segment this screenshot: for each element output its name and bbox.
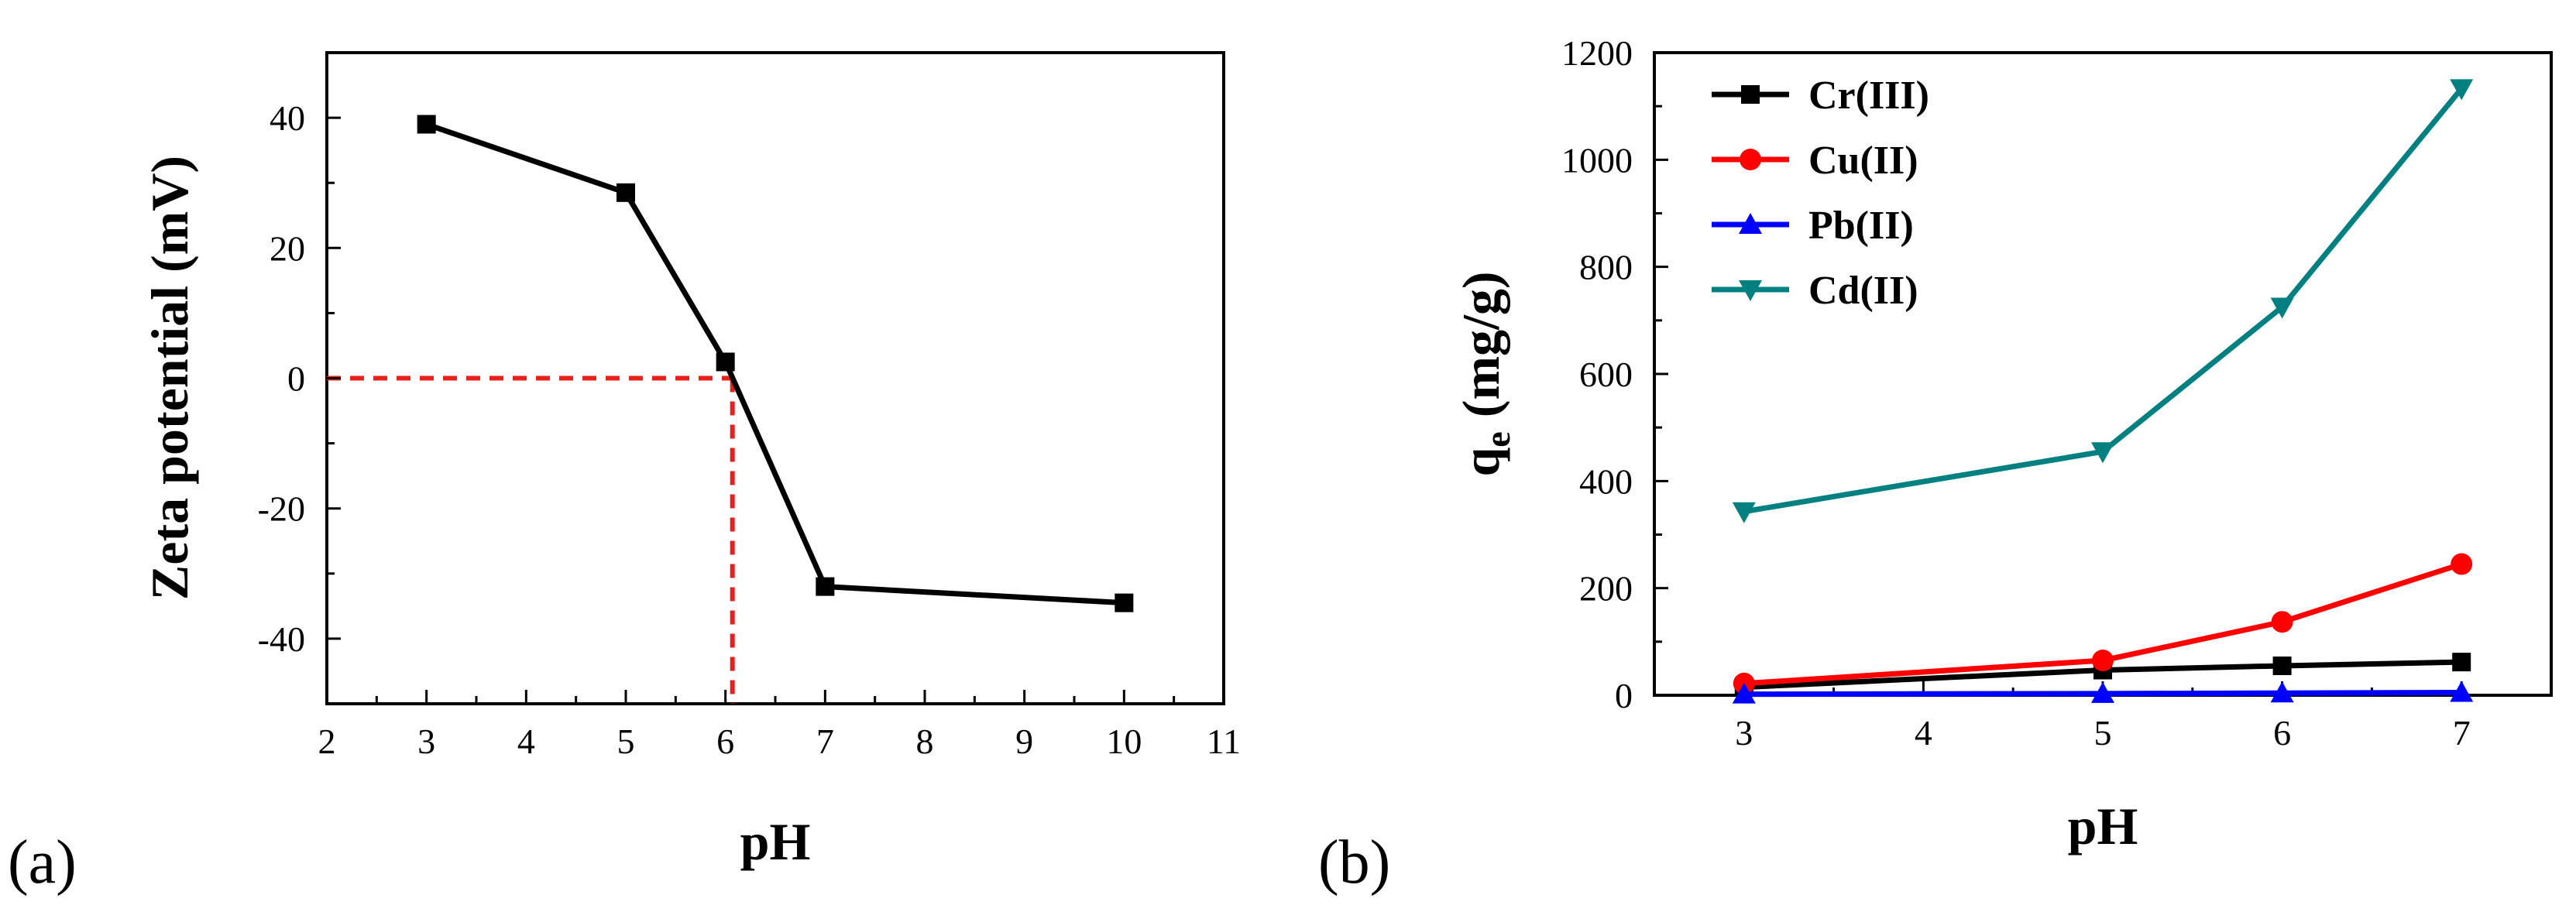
x-tick-label: 4 xyxy=(1915,713,1932,753)
x-tick-label: 7 xyxy=(816,722,834,761)
y-tick-label: 40 xyxy=(270,98,305,138)
x-tick-label: 10 xyxy=(1106,722,1142,761)
x-tick-label: 6 xyxy=(2273,713,2291,753)
panel-a-y-axis-title: Zeta potential (mV) xyxy=(140,156,199,600)
x-tick-label: 9 xyxy=(1015,722,1033,761)
x-tick-label: 8 xyxy=(916,722,934,761)
cd-ii-point xyxy=(2270,297,2294,319)
zeta-potential-point xyxy=(716,352,735,372)
pb-ii-point xyxy=(2091,681,2114,703)
zeta-potential-point xyxy=(617,183,635,202)
panel-b-legend: Cr(III) Cu(II) Pb(II) Cd(II) xyxy=(1712,74,1929,313)
legend-cd-ii-marker xyxy=(1739,280,1762,301)
panel-a-zeta-chart: 2 3 4 5 6 7 8 9 10 11 -40 -20 0 20 40 pH Zeta potenti… xyxy=(8,51,1241,897)
cr-iii-point xyxy=(2272,656,2292,675)
x-tick-label: 3 xyxy=(1735,713,1753,753)
y-tick-label: 0 xyxy=(287,359,305,399)
pb-ii-point xyxy=(2270,681,2294,703)
panel-b-label: (b) xyxy=(1318,828,1390,897)
legend-cu-ii-marker xyxy=(1740,149,1761,170)
y-tick-label: -40 xyxy=(258,619,305,659)
panel-b-series xyxy=(1732,79,2474,704)
panel-a-y-ticks: -40 -20 0 20 40 xyxy=(258,51,341,705)
panel-a-plot-frame xyxy=(325,51,1225,705)
panel-b-y-axis-subscript: e xyxy=(1478,431,1517,447)
x-tick-label: 6 xyxy=(716,722,734,761)
y-tick-label: 1000 xyxy=(1561,140,1633,180)
zeta-potential-point xyxy=(1115,593,1134,612)
cd-ii-line xyxy=(1743,87,2464,515)
panel-a-x-axis-title: pH xyxy=(740,812,811,871)
y-tick-label: -20 xyxy=(258,489,305,529)
zeta-potential-point xyxy=(816,577,835,596)
zeta-potential-point xyxy=(417,115,436,134)
x-tick-label: 7 xyxy=(2453,713,2471,753)
panel-b-y-axis-title: qe (mg/g) xyxy=(1451,271,1517,476)
x-tick-label: 11 xyxy=(1207,722,1241,761)
x-tick-label: 3 xyxy=(417,722,435,761)
panel-b-y-ticks: 0 200 400 600 800 1000 1200 xyxy=(1561,33,1668,715)
x-tick-label: 5 xyxy=(2094,713,2112,753)
panel-b-x-axis-title: pH xyxy=(2068,797,2138,856)
y-tick-label: 0 xyxy=(1615,676,1633,715)
panel-a-label: (a) xyxy=(8,828,77,897)
y-tick-label: 800 xyxy=(1579,248,1633,287)
cu-ii-point xyxy=(2451,553,2473,575)
cr-iii-point xyxy=(2452,653,2471,672)
x-tick-label: 5 xyxy=(617,722,635,761)
y-tick-label: 600 xyxy=(1579,355,1633,394)
x-tick-label: 4 xyxy=(517,722,535,761)
y-tick-label: 200 xyxy=(1579,569,1633,609)
legend-cr-iii-marker xyxy=(1741,85,1760,104)
panel-b-y-axis-symbol: q xyxy=(1451,447,1510,477)
y-tick-label: 1200 xyxy=(1561,33,1633,73)
legend-pb-ii-marker xyxy=(1739,213,1762,234)
pb-ii-line xyxy=(1743,690,2462,698)
cr-iii-line xyxy=(1743,659,2462,691)
panel-b-adsorption-chart: 3 4 5 6 7 0 200 400 600 800 1000 1200 Cr(III) Cu(II… xyxy=(1318,33,2553,897)
legend-cd-ii-label: Cd(II) xyxy=(1808,269,1918,313)
cd-ii-point xyxy=(1732,502,1756,523)
pb-ii-point xyxy=(1732,682,1756,704)
cu-ii-line xyxy=(1743,561,2463,687)
legend-pb-ii-label: Pb(II) xyxy=(1808,204,1914,248)
panel-a-x-ticks: 2 3 4 5 6 7 8 9 10 11 xyxy=(318,690,1241,761)
pb-ii-point xyxy=(2450,681,2474,702)
cd-ii-point xyxy=(2091,442,2114,464)
zeta-potential-line xyxy=(425,122,1125,606)
x-tick-label: 2 xyxy=(318,722,336,761)
panel-b-y-axis-unit: (mg/g) xyxy=(1451,271,1510,417)
panel-a-series xyxy=(417,115,1134,612)
cu-ii-point xyxy=(2092,650,2114,672)
panel-b-plot-frame xyxy=(1653,51,2553,697)
cd-ii-point xyxy=(2450,79,2474,101)
y-tick-label: 20 xyxy=(270,228,305,268)
legend-cu-ii-label: Cu(II) xyxy=(1808,139,1918,183)
legend-cr-iii-label: Cr(III) xyxy=(1808,74,1929,118)
y-tick-label: 400 xyxy=(1579,461,1633,501)
panel-a-reference-lines xyxy=(327,375,735,704)
cu-ii-point xyxy=(2271,611,2293,633)
